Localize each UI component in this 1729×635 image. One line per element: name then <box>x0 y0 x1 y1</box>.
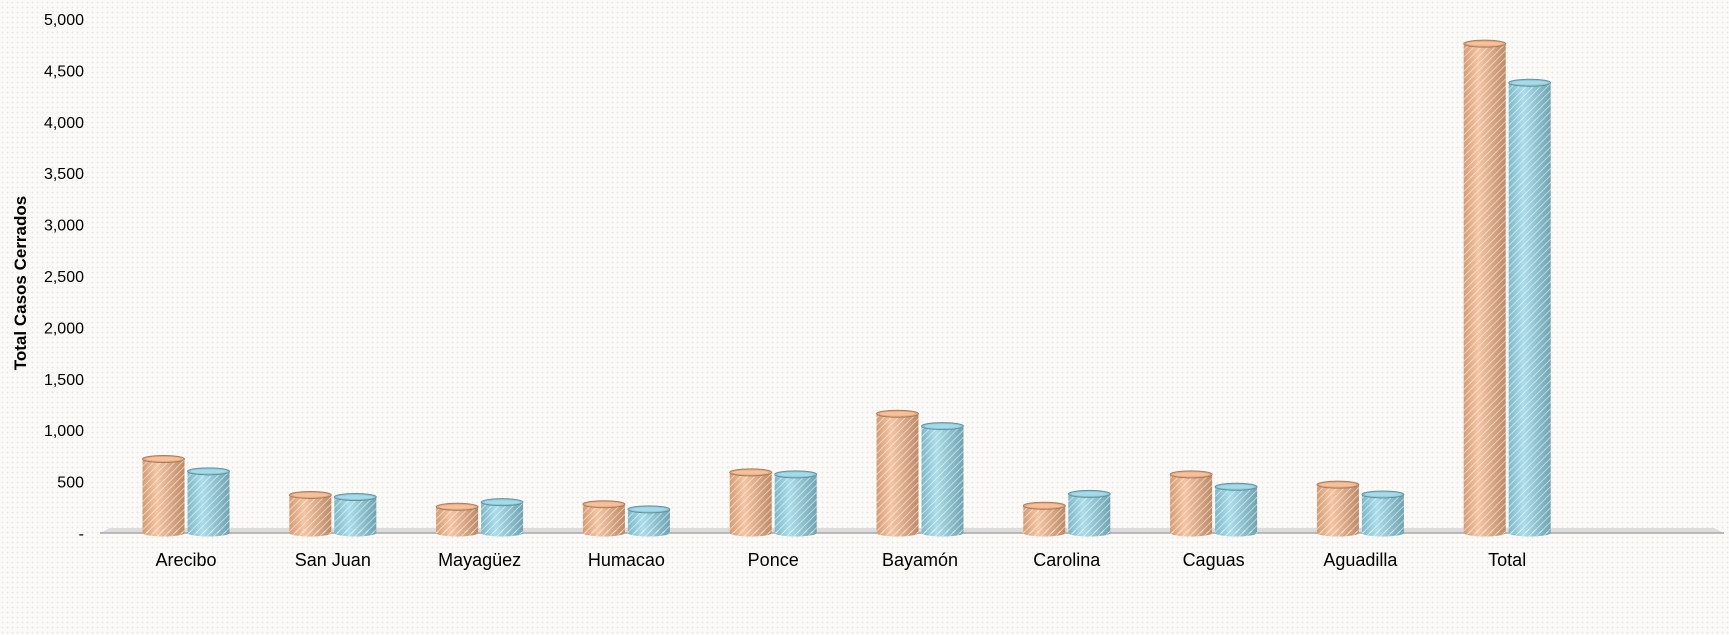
bar-group <box>1316 480 1405 537</box>
bar <box>333 493 377 537</box>
y-axis: - 500 1,000 1,500 2,000 2,500 3,000 3,500 4,000 4… <box>44 12 84 543</box>
bar <box>1316 480 1360 537</box>
bar <box>1361 490 1405 537</box>
bars <box>142 39 1552 537</box>
y-tick-label: 2,500 <box>44 269 84 286</box>
bar-group <box>288 490 377 537</box>
bar <box>1214 482 1258 537</box>
bar <box>288 490 332 537</box>
y-tick-label: 4,500 <box>44 63 84 80</box>
bar <box>729 468 773 537</box>
y-tick-label: 500 <box>57 475 84 492</box>
bar <box>1067 489 1111 537</box>
bar-group <box>1022 489 1111 537</box>
bar <box>582 500 626 537</box>
bar <box>1169 470 1213 537</box>
y-tick-label: 2,000 <box>44 320 84 337</box>
bar-group <box>582 500 671 537</box>
x-tick-label: Arecibo <box>155 550 216 570</box>
x-tick-label: Total <box>1488 550 1526 570</box>
x-tick-label: Aguadilla <box>1323 550 1398 570</box>
bar-group <box>1169 470 1258 537</box>
x-axis: Arecibo San Juan Mayagüez Humacao Ponce Bayam… <box>155 550 1526 570</box>
x-tick-label: Bayamón <box>882 550 958 570</box>
y-tick-label: 3,000 <box>44 218 84 235</box>
y-axis-title: Total Casos Cerrados <box>11 196 30 370</box>
y-tick-label: 1,500 <box>44 372 84 389</box>
bar-group <box>1463 39 1552 537</box>
bar-group <box>142 454 230 537</box>
bar <box>1022 501 1066 537</box>
bar <box>1508 78 1552 537</box>
x-tick-label: Humacao <box>588 550 665 570</box>
x-tick-label: Mayagüez <box>438 550 521 570</box>
bar <box>876 409 919 537</box>
y-tick-label: - <box>79 526 84 543</box>
bar <box>627 505 671 537</box>
bar <box>1463 39 1507 537</box>
x-tick-label: Ponce <box>748 550 799 570</box>
bar <box>774 470 818 537</box>
y-tick-label: 3,500 <box>44 166 84 183</box>
x-tick-label: San Juan <box>295 550 371 570</box>
bar-group <box>729 468 818 537</box>
bar-group <box>435 498 524 537</box>
bar <box>480 498 524 537</box>
bar <box>187 467 230 537</box>
x-tick-label: Carolina <box>1033 550 1101 570</box>
x-tick-label: Caguas <box>1183 550 1245 570</box>
bar-group <box>876 409 964 537</box>
bar <box>921 422 964 537</box>
y-tick-label: 1,000 <box>44 423 84 440</box>
y-tick-label: 5,000 <box>44 12 84 29</box>
bar <box>435 502 479 537</box>
y-tick-label: 4,000 <box>44 115 84 132</box>
bar <box>142 454 185 537</box>
